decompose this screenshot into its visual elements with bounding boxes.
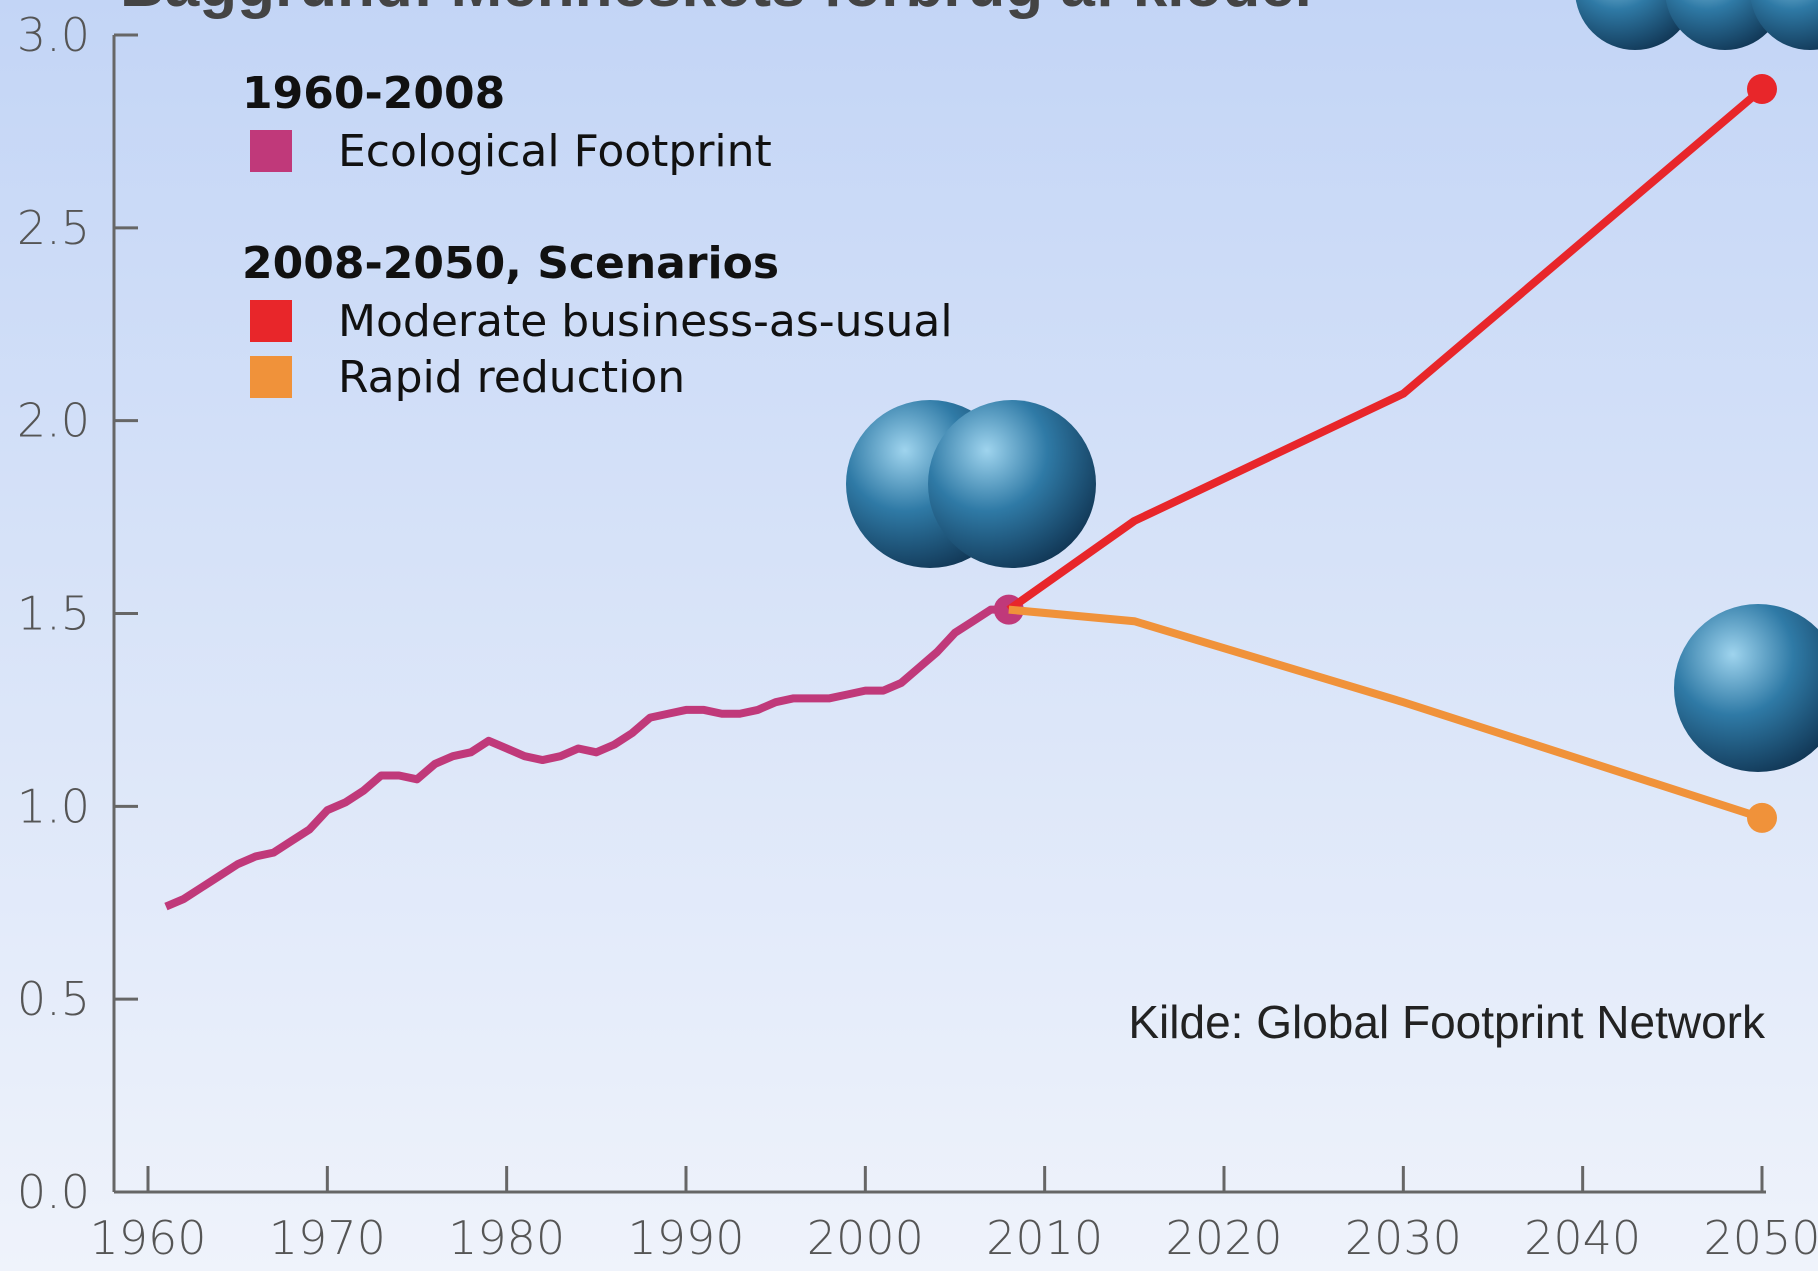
- globes: [846, 0, 1818, 772]
- x-tick-label: 1980: [448, 1211, 565, 1265]
- x-tick-label: 2000: [807, 1211, 924, 1265]
- legend-label: Rapid reduction: [338, 352, 685, 403]
- y-tick-label: 3.0: [17, 8, 90, 62]
- y-tick-label: 1.5: [17, 587, 90, 641]
- end-marker: [1747, 73, 1777, 104]
- x-tick-label: 2010: [986, 1211, 1103, 1265]
- x-tick-label: 2040: [1524, 1211, 1641, 1265]
- plot: 0.0 0.5 1.0 1.5 2.0 2.5 3.0 1960 1970 1980 1990 200…: [17, 8, 1818, 1265]
- y-tick-label: 1.0: [17, 779, 90, 833]
- y-tick-label: 0.5: [17, 972, 90, 1026]
- y-tick-label: 2.0: [17, 394, 90, 448]
- series-line: [1006, 85, 1765, 613]
- legend-title: 1960-2008: [242, 68, 505, 119]
- series-line: [164, 605, 1009, 911]
- x-tick-label: 2050: [1703, 1211, 1818, 1265]
- y-tick-label: 0.0: [17, 1165, 90, 1219]
- x-tick-label: 2030: [1345, 1211, 1462, 1265]
- legend-swatch: [250, 300, 292, 342]
- legend-label: Moderate business-as-usual: [338, 296, 953, 347]
- source: Kilde: Global Footprint Network: [1128, 996, 1766, 1048]
- legend-swatch: [250, 356, 292, 398]
- x-tick-label: 1960: [89, 1211, 206, 1265]
- x-tick-label: 1970: [269, 1211, 386, 1265]
- end-marker: [1747, 802, 1777, 833]
- legend-swatch: [250, 130, 292, 172]
- y-tick-label: 2.5: [17, 201, 90, 255]
- legend-label: Ecological Footprint: [338, 126, 772, 177]
- series-line: [1008, 605, 1764, 822]
- chart-title: Baggrund: Menneskets forbrug af kloder: [120, 0, 1319, 20]
- x-tick-label: 1990: [627, 1211, 744, 1265]
- legend-title: 2008-2050, Scenarios: [242, 238, 779, 289]
- x-tick-label: 2020: [1165, 1211, 1282, 1265]
